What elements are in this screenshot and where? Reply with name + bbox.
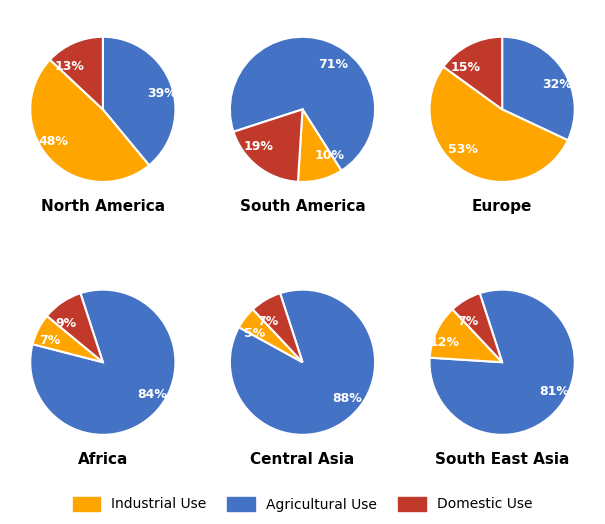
Wedge shape [443,37,502,110]
Text: 7%: 7% [457,315,478,328]
Title: North America: North America [41,199,165,214]
Wedge shape [502,37,575,140]
Wedge shape [430,67,568,182]
Wedge shape [298,110,341,182]
Text: 5%: 5% [244,327,265,340]
Text: 13%: 13% [54,60,84,72]
Wedge shape [33,316,103,362]
Text: 71%: 71% [318,59,348,71]
Text: 7%: 7% [39,334,61,347]
Text: 15%: 15% [451,61,481,74]
Wedge shape [430,290,575,435]
Text: 88%: 88% [333,392,362,405]
Title: South East Asia: South East Asia [435,452,569,467]
Wedge shape [30,290,175,435]
Wedge shape [50,37,103,110]
Title: Central Asia: Central Asia [250,452,355,467]
Text: 19%: 19% [244,140,273,153]
Wedge shape [230,37,375,171]
Wedge shape [239,309,302,362]
Legend: Industrial Use, Agricultural Use, Domestic Use: Industrial Use, Agricultural Use, Domest… [67,491,538,517]
Wedge shape [230,290,375,435]
Wedge shape [253,293,302,362]
Text: 32%: 32% [542,78,572,91]
Wedge shape [47,293,103,362]
Text: 84%: 84% [137,388,167,401]
Text: 53%: 53% [448,144,478,157]
Text: 10%: 10% [314,149,344,161]
Wedge shape [30,60,149,182]
Title: Europe: Europe [472,199,532,214]
Wedge shape [234,110,302,182]
Text: 12%: 12% [430,336,459,348]
Title: South America: South America [240,199,365,214]
Text: 7%: 7% [257,315,278,328]
Wedge shape [453,293,502,362]
Text: 48%: 48% [39,135,68,148]
Text: 81%: 81% [540,385,569,398]
Wedge shape [103,37,175,165]
Text: 9%: 9% [55,316,76,330]
Text: 39%: 39% [147,87,177,100]
Wedge shape [430,309,502,362]
Title: Africa: Africa [77,452,128,467]
